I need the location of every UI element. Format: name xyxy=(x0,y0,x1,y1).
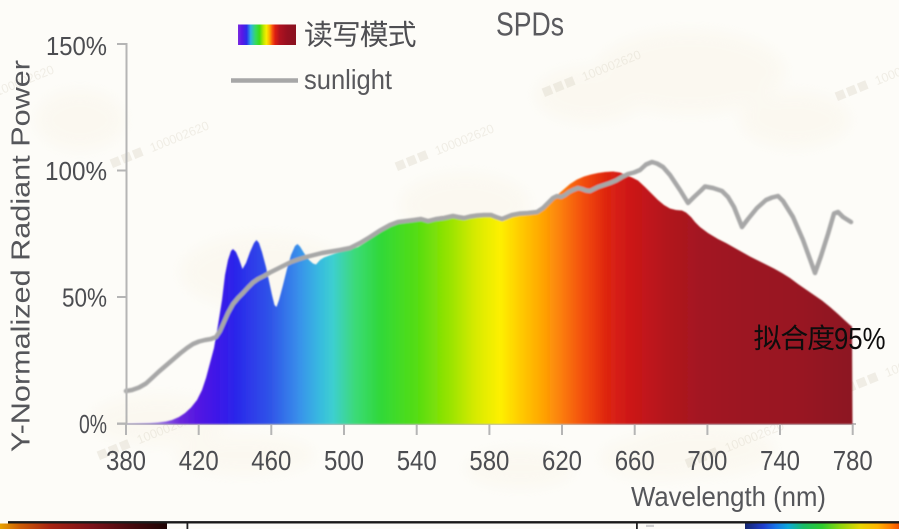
svg-text:580: 580 xyxy=(469,445,509,476)
svg-text:SPDs: SPDs xyxy=(496,6,564,43)
svg-text:700: 700 xyxy=(687,445,727,476)
svg-text:780: 780 xyxy=(833,445,873,476)
svg-text:380: 380 xyxy=(106,445,146,476)
svg-text:Y-Normalized Radiant Power: Y-Normalized Radiant Power xyxy=(6,60,36,452)
svg-text:500: 500 xyxy=(324,445,364,476)
svg-text:0%: 0% xyxy=(79,409,107,439)
svg-text:100%: 100% xyxy=(45,156,107,186)
svg-text:540: 540 xyxy=(397,445,437,476)
svg-text:660: 660 xyxy=(615,445,655,476)
svg-text:50%: 50% xyxy=(62,283,107,313)
svg-text:Wavelength (nm): Wavelength (nm) xyxy=(631,481,826,512)
svg-text:95%: 95% xyxy=(834,321,886,356)
svg-text:sunlight: sunlight xyxy=(304,64,392,95)
svg-text:620: 620 xyxy=(542,445,582,476)
svg-text:150%: 150% xyxy=(46,31,107,61)
svg-text:460: 460 xyxy=(251,445,291,476)
svg-text:420: 420 xyxy=(179,445,219,476)
svg-text:740: 740 xyxy=(760,445,800,476)
